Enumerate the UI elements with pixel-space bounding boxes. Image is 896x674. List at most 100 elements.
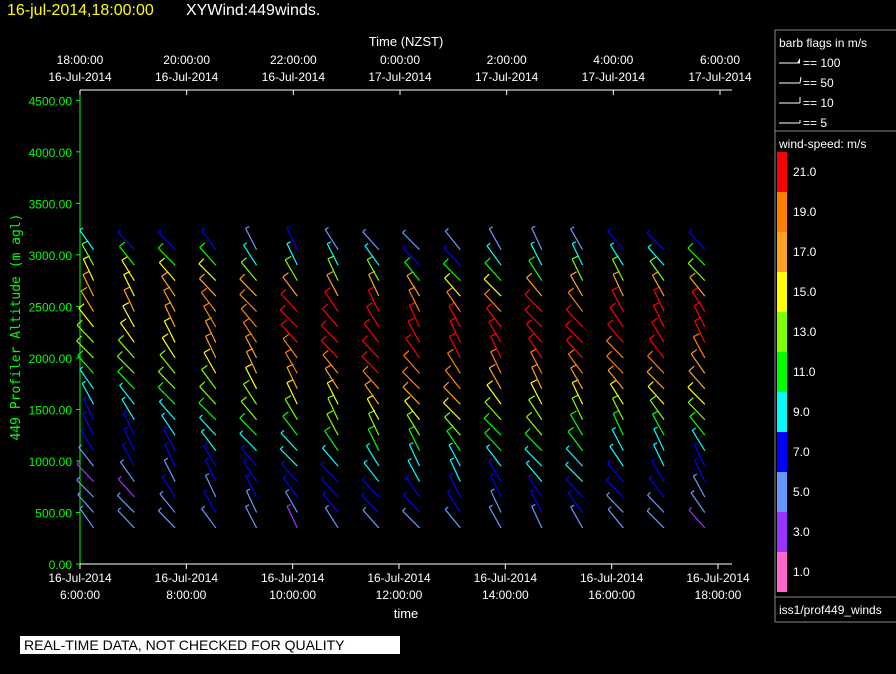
wind-barb-staff (444, 230, 461, 251)
wind-barb-staff (365, 306, 380, 328)
wind-barb-staff (443, 402, 461, 421)
wind-barb-feather (362, 228, 367, 233)
barb-legend-title: barb flags in m/s (779, 36, 867, 50)
wind-barb-staff (245, 490, 258, 513)
wind-barb-staff (443, 247, 461, 266)
wind-barb-staff (201, 369, 217, 390)
wind-barb-feather (486, 303, 493, 309)
wind-barb-staff (363, 323, 380, 343)
colorbar-label: 3.0 (793, 525, 810, 539)
wind-barb-staff (612, 413, 624, 436)
wind-barb (565, 320, 584, 343)
wind-barb-staff (245, 351, 258, 374)
wind-barb (444, 365, 461, 390)
wind-barb-feather (647, 244, 652, 248)
wind-barb-staff (364, 245, 380, 266)
wind-barb-staff (402, 510, 421, 529)
wind-barb-feather (528, 474, 533, 478)
wind-barb-staff (326, 413, 339, 436)
wind-barb (244, 504, 258, 529)
wind-barb (322, 349, 339, 374)
wind-barb (286, 379, 298, 405)
wind-barb-staff (322, 493, 339, 513)
wind-barb-staff (240, 308, 258, 328)
legend-barb-label: == 5 (803, 116, 827, 130)
wind-barb-staff (361, 340, 380, 359)
wind-barb-feather (570, 226, 575, 230)
y-tick-label: 3500.00 (29, 197, 73, 211)
wind-barb-feather (320, 320, 327, 326)
wind-barb-feather (406, 271, 414, 277)
bottom-tick-time: 8:00:00 (166, 588, 206, 602)
wind-barb (447, 489, 461, 513)
wind-barb-staff (284, 491, 298, 513)
wind-barb-feather (531, 503, 536, 507)
y-tick-label: 1500.00 (29, 403, 73, 417)
wind-barb-staff (201, 508, 217, 529)
wind-barb (690, 349, 706, 374)
wind-barb-feather (362, 365, 369, 372)
wind-barb-staff (486, 446, 502, 467)
wind-barb-staff (320, 479, 339, 498)
wind-barb-staff (242, 383, 258, 405)
wind-barb-staff (443, 263, 461, 282)
wind-barb-feather (157, 242, 164, 249)
wind-barb-feather (161, 474, 166, 478)
wind-barb-staff (444, 277, 461, 297)
wind-barb-staff (648, 338, 665, 359)
wind-barb-feather (117, 366, 124, 372)
wind-barb (488, 317, 502, 343)
wind-barb (448, 302, 461, 328)
y-tick-label: 3000.00 (29, 249, 73, 263)
wind-barb-feather (286, 379, 294, 384)
wind-barb-feather (484, 396, 491, 403)
wind-barb-staff (693, 305, 706, 328)
wind-barb (443, 397, 461, 421)
wind-barb-staff (117, 510, 135, 529)
wind-barb-staff (245, 475, 258, 498)
wind-barb-staff (403, 494, 421, 513)
wind-barb-staff (117, 339, 135, 359)
wind-barb-staff (570, 506, 584, 529)
wind-barb-feather (76, 319, 83, 326)
wind-barb-feather (203, 442, 208, 446)
wind-barb-staff (611, 258, 624, 281)
wind-barb-feather (123, 411, 128, 415)
wind-barb (203, 348, 217, 374)
wind-barb-staff (570, 367, 584, 390)
wind-barb-staff (282, 276, 298, 297)
wind-barb-feather (239, 273, 246, 280)
wind-barb-feather (609, 443, 614, 447)
wind-barb-staff (123, 428, 135, 451)
wind-barb-staff (76, 463, 95, 482)
colorbar-label: 13.0 (793, 325, 817, 339)
wind-barb (405, 333, 421, 359)
wind-barb-staff (694, 320, 706, 343)
wind-barb-staff (240, 447, 258, 467)
wind-barb-staff (526, 277, 543, 297)
wind-barb-staff (490, 475, 502, 498)
wind-barb (607, 365, 624, 390)
wind-barb-staff (647, 246, 665, 266)
wind-barb-feather (444, 365, 452, 371)
wind-barb (286, 241, 298, 266)
wind-barb-staff (326, 382, 339, 405)
top-tick-time: 0:00:00 (380, 53, 420, 67)
wind-barb (405, 474, 421, 498)
wind-barb (687, 242, 706, 266)
wind-barb (163, 427, 176, 451)
wind-barb (607, 460, 624, 482)
wind-barb-staff (446, 291, 461, 312)
wind-barb (403, 491, 421, 513)
wind-barb (363, 318, 380, 343)
wind-barb-staff (117, 371, 135, 390)
wind-barb-staff (284, 259, 298, 281)
wind-barb-feather (245, 504, 250, 508)
wind-barb (203, 302, 217, 328)
y-tick-label: 2500.00 (29, 300, 73, 314)
wind-barb-staff (484, 432, 502, 452)
wind-barb-feather (326, 410, 334, 415)
wind-barb-staff (203, 352, 217, 374)
wind-barb-feather (649, 395, 657, 401)
wind-barb-feather (607, 460, 612, 464)
